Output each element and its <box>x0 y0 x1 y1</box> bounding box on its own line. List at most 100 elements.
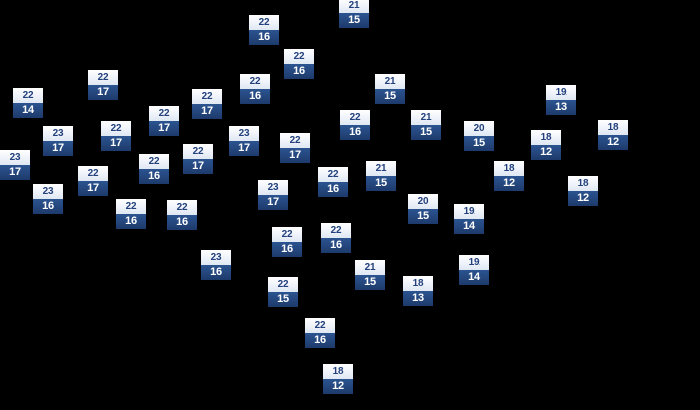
marker-bottom-value: 13 <box>546 100 576 115</box>
marker-22-16-c[interactable]: 22 16 <box>240 74 270 104</box>
marker-bottom-value: 16 <box>305 333 335 348</box>
marker-bottom-value: 16 <box>116 214 146 229</box>
marker-22-17-g[interactable]: 22 17 <box>78 166 108 196</box>
marker-top-value: 23 <box>229 126 259 141</box>
marker-23-16-b[interactable]: 23 16 <box>201 250 231 280</box>
marker-bottom-value: 17 <box>101 136 131 151</box>
marker-18-12-b[interactable]: 18 12 <box>531 130 561 160</box>
marker-top-value: 22 <box>88 70 118 85</box>
marker-top-value: 22 <box>167 200 197 215</box>
marker-22-16-g[interactable]: 22 16 <box>116 199 146 229</box>
marker-21-15-b[interactable]: 21 15 <box>375 74 405 104</box>
marker-23-17-c[interactable]: 23 17 <box>0 150 30 180</box>
marker-bottom-value: 17 <box>258 195 288 210</box>
marker-22-16-i[interactable]: 22 16 <box>272 227 302 257</box>
marker-21-15-d[interactable]: 21 15 <box>366 161 396 191</box>
marker-22-17-c[interactable]: 22 17 <box>149 106 179 136</box>
marker-top-value: 18 <box>531 130 561 145</box>
marker-bottom-value: 13 <box>403 291 433 306</box>
marker-top-value: 22 <box>268 277 298 292</box>
marker-19-14-b[interactable]: 19 14 <box>459 255 489 285</box>
marker-bottom-value: 14 <box>454 219 484 234</box>
marker-top-value: 23 <box>43 126 73 141</box>
marker-22-14-a[interactable]: 22 14 <box>13 88 43 118</box>
marker-20-15-b[interactable]: 20 15 <box>408 194 438 224</box>
marker-top-value: 23 <box>33 184 63 199</box>
marker-bottom-value: 15 <box>366 176 396 191</box>
marker-top-value: 18 <box>403 276 433 291</box>
marker-bottom-value: 14 <box>459 270 489 285</box>
marker-top-value: 20 <box>464 121 494 136</box>
marker-bottom-value: 15 <box>408 209 438 224</box>
marker-23-16-a[interactable]: 23 16 <box>33 184 63 214</box>
marker-top-value: 22 <box>280 133 310 148</box>
marker-top-value: 22 <box>139 154 169 169</box>
marker-top-value: 22 <box>249 15 279 30</box>
marker-23-17-a[interactable]: 23 17 <box>43 126 73 156</box>
marker-22-16-j[interactable]: 22 16 <box>321 223 351 253</box>
marker-18-12-e[interactable]: 18 12 <box>323 364 353 394</box>
marker-top-value: 21 <box>339 0 369 13</box>
marker-top-value: 22 <box>183 144 213 159</box>
marker-top-value: 19 <box>459 255 489 270</box>
marker-bottom-value: 12 <box>494 176 524 191</box>
marker-22-16-k[interactable]: 22 16 <box>305 318 335 348</box>
marker-bottom-value: 17 <box>78 181 108 196</box>
marker-18-12-d[interactable]: 18 12 <box>568 176 598 206</box>
marker-22-17-f[interactable]: 22 17 <box>183 144 213 174</box>
marker-bottom-value: 17 <box>149 121 179 136</box>
marker-18-12-c[interactable]: 18 12 <box>494 161 524 191</box>
marker-top-value: 23 <box>0 150 30 165</box>
marker-top-value: 23 <box>258 180 288 195</box>
marker-bottom-value: 17 <box>229 141 259 156</box>
marker-top-value: 19 <box>454 204 484 219</box>
marker-18-13-a[interactable]: 18 13 <box>403 276 433 306</box>
marker-top-value: 20 <box>408 194 438 209</box>
marker-top-value: 22 <box>318 167 348 182</box>
marker-top-value: 18 <box>568 176 598 191</box>
marker-bottom-value: 15 <box>268 292 298 307</box>
marker-top-value: 22 <box>284 49 314 64</box>
marker-22-16-d[interactable]: 22 16 <box>340 110 370 140</box>
marker-bottom-value: 16 <box>201 265 231 280</box>
marker-21-15-c[interactable]: 21 15 <box>411 110 441 140</box>
marker-22-17-e[interactable]: 22 17 <box>280 133 310 163</box>
marker-19-13-a[interactable]: 19 13 <box>546 85 576 115</box>
marker-22-16-b[interactable]: 22 16 <box>284 49 314 79</box>
marker-21-15-e[interactable]: 21 15 <box>355 260 385 290</box>
marker-bottom-value: 12 <box>531 145 561 160</box>
marker-top-value: 22 <box>305 318 335 333</box>
marker-22-17-d[interactable]: 22 17 <box>101 121 131 151</box>
marker-top-value: 18 <box>494 161 524 176</box>
marker-22-16-a[interactable]: 22 16 <box>249 15 279 45</box>
marker-22-16-f[interactable]: 22 16 <box>318 167 348 197</box>
marker-bottom-value: 17 <box>280 148 310 163</box>
marker-19-14-a[interactable]: 19 14 <box>454 204 484 234</box>
marker-bottom-value: 16 <box>33 199 63 214</box>
marker-21-15-a[interactable]: 21 15 <box>339 0 369 28</box>
marker-top-value: 21 <box>411 110 441 125</box>
marker-22-17-b[interactable]: 22 17 <box>192 89 222 119</box>
marker-bottom-value: 16 <box>167 215 197 230</box>
marker-bottom-value: 15 <box>411 125 441 140</box>
marker-bottom-value: 17 <box>183 159 213 174</box>
marker-top-value: 22 <box>272 227 302 242</box>
marker-22-16-e[interactable]: 22 16 <box>139 154 169 184</box>
marker-bottom-value: 16 <box>340 125 370 140</box>
marker-top-value: 21 <box>366 161 396 176</box>
marker-bottom-value: 17 <box>0 165 30 180</box>
marker-22-16-h[interactable]: 22 16 <box>167 200 197 230</box>
marker-20-15-a[interactable]: 20 15 <box>464 121 494 151</box>
marker-top-value: 22 <box>13 88 43 103</box>
marker-18-12-a[interactable]: 18 12 <box>598 120 628 150</box>
marker-22-17-a[interactable]: 22 17 <box>88 70 118 100</box>
marker-bottom-value: 17 <box>43 141 73 156</box>
marker-23-17-b[interactable]: 23 17 <box>229 126 259 156</box>
marker-bottom-value: 12 <box>323 379 353 394</box>
marker-top-value: 18 <box>598 120 628 135</box>
marker-top-value: 22 <box>192 89 222 104</box>
marker-22-15-a[interactable]: 22 15 <box>268 277 298 307</box>
marker-23-17-d[interactable]: 23 17 <box>258 180 288 210</box>
marker-bottom-value: 12 <box>598 135 628 150</box>
